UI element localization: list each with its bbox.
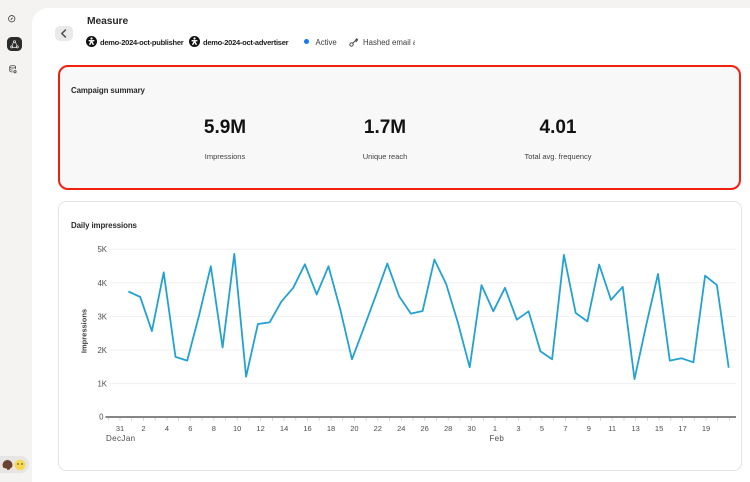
svg-text:30: 30 (467, 424, 475, 433)
svg-text:Impressions: Impressions (80, 309, 89, 353)
svg-text:2: 2 (141, 424, 145, 433)
svg-text:8: 8 (212, 424, 216, 433)
svg-text:19: 19 (702, 424, 710, 433)
svg-text:13: 13 (632, 424, 640, 433)
svg-text:10: 10 (233, 424, 241, 433)
svg-text:1K: 1K (97, 380, 107, 389)
svg-text:4K: 4K (97, 279, 107, 288)
svg-text:4: 4 (165, 424, 169, 433)
svg-text:31: 31 (116, 424, 124, 433)
svg-text:9: 9 (587, 424, 591, 433)
svg-text:3K: 3K (97, 312, 107, 321)
svg-text:17: 17 (678, 424, 686, 433)
svg-text:DecJan: DecJan (106, 434, 136, 443)
svg-text:14: 14 (280, 424, 288, 433)
svg-text:3: 3 (516, 424, 520, 433)
svg-text:15: 15 (655, 424, 663, 433)
svg-text:7: 7 (563, 424, 567, 433)
svg-text:2K: 2K (97, 346, 107, 355)
svg-text:11: 11 (608, 424, 616, 433)
svg-text:24: 24 (397, 424, 405, 433)
svg-text:20: 20 (350, 424, 358, 433)
svg-text:26: 26 (421, 424, 429, 433)
svg-text:28: 28 (444, 424, 452, 433)
svg-text:1: 1 (493, 424, 497, 433)
svg-text:16: 16 (303, 424, 311, 433)
svg-text:0: 0 (99, 412, 104, 421)
svg-text:5: 5 (540, 424, 544, 433)
svg-text:12: 12 (256, 424, 264, 433)
svg-text:5K: 5K (97, 245, 107, 254)
svg-text:Feb: Feb (490, 434, 505, 443)
svg-text:22: 22 (374, 424, 382, 433)
svg-text:6: 6 (188, 424, 192, 433)
svg-text:18: 18 (327, 424, 335, 433)
